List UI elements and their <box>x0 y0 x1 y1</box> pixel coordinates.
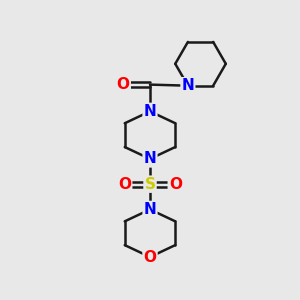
Text: O: O <box>118 177 131 192</box>
Text: S: S <box>145 177 155 192</box>
Text: N: N <box>144 104 156 119</box>
Text: O: O <box>117 77 130 92</box>
Text: O: O <box>143 250 157 265</box>
Text: N: N <box>144 152 156 166</box>
Text: N: N <box>182 78 194 93</box>
Text: N: N <box>144 202 156 217</box>
Text: O: O <box>169 177 182 192</box>
